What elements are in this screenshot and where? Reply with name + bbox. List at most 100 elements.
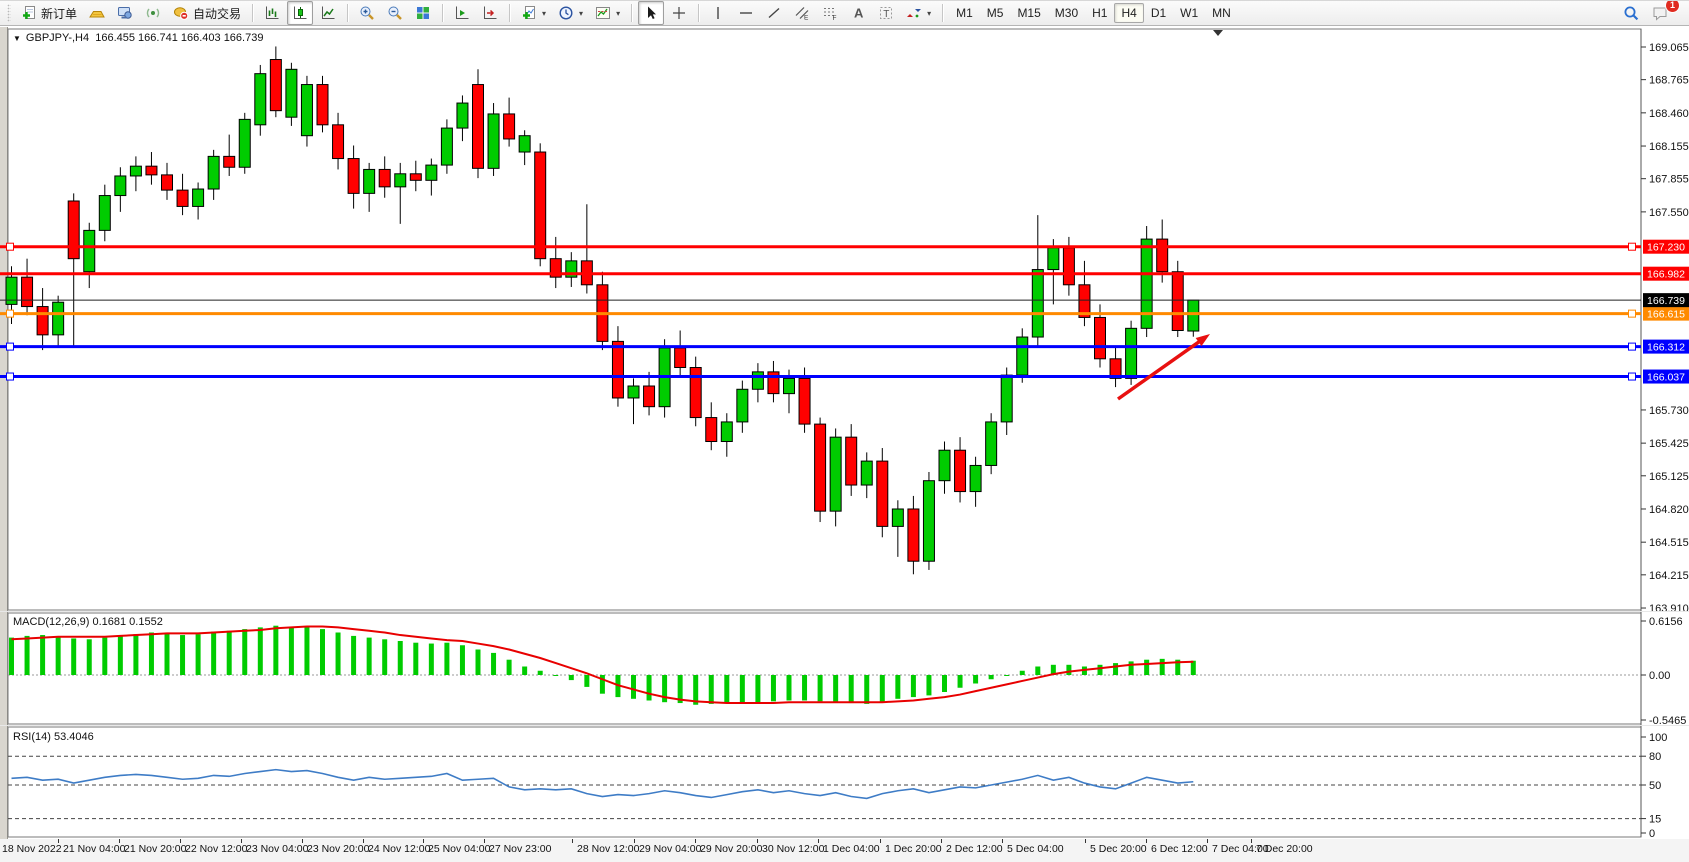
macd-histogram-bar xyxy=(117,635,123,675)
macd-histogram-bar xyxy=(1050,664,1056,675)
toolbar-separator xyxy=(347,4,349,22)
macd-histogram-bar xyxy=(864,675,870,704)
time-tick xyxy=(58,839,59,843)
price-tick-label: 168.765 xyxy=(1649,75,1689,87)
horizontal-line-166.615[interactable] xyxy=(0,309,1641,318)
text-tool-button[interactable]: A xyxy=(845,1,871,25)
search-button[interactable] xyxy=(1618,1,1645,25)
time-label: 24 Nov 12:00 xyxy=(368,843,431,855)
candlestick-chart-button[interactable] xyxy=(287,1,314,25)
gold-bar-icon xyxy=(89,11,105,18)
crosshair-tool-button[interactable] xyxy=(666,1,692,25)
fibonacci-tool-button[interactable]: F xyxy=(817,1,843,25)
templates-button[interactable]: ▾ xyxy=(590,1,625,25)
macd-histogram-bar xyxy=(988,675,994,680)
gold-button[interactable] xyxy=(84,1,110,25)
line-handle[interactable] xyxy=(6,242,14,251)
chart-shift-marker[interactable] xyxy=(1213,30,1223,36)
candle-up xyxy=(922,480,935,562)
timeframe-MN[interactable]: MN xyxy=(1212,6,1231,20)
horizontal-line-166.312[interactable] xyxy=(0,342,1641,351)
line-handle[interactable] xyxy=(6,372,14,381)
vertical-line-tool-button[interactable] xyxy=(705,1,731,25)
time-label: 25 Nov 04:00 xyxy=(428,843,491,855)
tile-windows-button[interactable] xyxy=(410,1,436,25)
macd-histogram-bar xyxy=(693,675,699,705)
timeframe-D1[interactable]: D1 xyxy=(1150,6,1167,20)
price-tag-167.230: 167.230 xyxy=(1643,239,1689,254)
macd-histogram-bar xyxy=(133,634,139,675)
candle-up xyxy=(192,188,205,207)
symbol-dropdown-icon[interactable]: ▼ xyxy=(13,34,21,43)
candle-up xyxy=(736,388,749,423)
candle-down xyxy=(611,340,624,399)
candle-up xyxy=(969,464,982,493)
rsi-indicator-label: RSI(14) 53.4046 xyxy=(13,731,94,743)
market-watch-button[interactable] xyxy=(112,1,138,25)
periods-button[interactable]: ▾ xyxy=(553,1,588,25)
macd-histogram-bar xyxy=(1128,661,1134,675)
candle-down xyxy=(36,306,49,336)
line-handle[interactable] xyxy=(6,309,14,318)
time-axis[interactable]: 18 Nov 2022 21 Nov 04:00 21 Nov 20:00 22 No… xyxy=(0,839,1689,862)
macd-histogram-bar xyxy=(833,675,839,703)
chart-plot-area[interactable]: 169.065 168.765 168.460 168.155 167.855 167.5… xyxy=(0,27,1689,839)
time-label: 5 Dec 04:00 xyxy=(1007,843,1064,855)
line-handle[interactable] xyxy=(1628,309,1636,318)
timeframe-M30[interactable]: M30 xyxy=(1054,6,1079,20)
timeframe-M15[interactable]: M15 xyxy=(1017,6,1041,20)
line-handle[interactable] xyxy=(1628,342,1636,351)
time-label: 1 Dec 04:00 xyxy=(823,843,880,855)
zoom-out-button[interactable] xyxy=(382,1,408,25)
macd-histogram-bar xyxy=(40,635,46,675)
macd-histogram-bar xyxy=(662,675,668,703)
trend-arrow[interactable] xyxy=(1116,334,1210,401)
candle-up xyxy=(1125,327,1138,379)
equidistant-channel-icon: E xyxy=(795,7,809,22)
candle-up xyxy=(829,436,842,512)
toolbar-separator xyxy=(442,4,444,22)
indicators-icon xyxy=(523,6,536,19)
horizontal-line-167.230[interactable] xyxy=(0,242,1641,251)
timeframe-H4[interactable]: H4 xyxy=(1114,3,1144,23)
price-axis[interactable]: 169.065 168.765 168.460 168.155 167.855 167.5… xyxy=(1641,42,1689,615)
candle-down xyxy=(316,84,329,126)
indicators-button[interactable]: ▾ xyxy=(516,1,551,25)
chart-title: ▼ GBPJPY-,H4 166.455 166.741 166.403 166.… xyxy=(13,32,263,44)
line-chart-button[interactable] xyxy=(315,1,341,25)
svg-text:E: E xyxy=(804,15,809,22)
channel-tool-button[interactable]: E xyxy=(789,1,815,25)
timeframe-M5[interactable]: M5 xyxy=(986,6,1004,20)
macd-histogram-bar xyxy=(708,675,714,704)
autotrading-button[interactable]: 自动交易 xyxy=(168,1,246,25)
candle-up xyxy=(938,449,951,482)
text-label-tool-button[interactable]: T xyxy=(873,1,899,25)
candle-up xyxy=(114,175,127,197)
arrows-tool-button[interactable]: ▾ xyxy=(901,1,936,25)
candle-up xyxy=(425,164,438,181)
zoom-in-button[interactable] xyxy=(354,1,380,25)
chart-shift-button[interactable] xyxy=(477,1,503,25)
new-order-button[interactable]: 新订单 xyxy=(16,1,82,25)
line-handle[interactable] xyxy=(1628,242,1636,251)
chat-button[interactable]: 1 xyxy=(1647,1,1680,25)
horizontal-line-166.037[interactable] xyxy=(0,372,1641,381)
line-handle[interactable] xyxy=(1628,372,1636,381)
main-panel-frame xyxy=(7,28,1642,611)
cursor-tool-button[interactable] xyxy=(638,1,665,25)
toolbar-separator xyxy=(942,4,944,22)
signals-button[interactable] xyxy=(140,1,166,25)
horizontal-line-tool-button[interactable] xyxy=(733,1,759,25)
macd-histogram-bar xyxy=(24,635,30,675)
trendline-icon xyxy=(768,7,780,19)
timeframe-M1[interactable]: M1 xyxy=(956,6,973,20)
timeframe-W1[interactable]: W1 xyxy=(1180,6,1199,20)
macd-histogram-bar xyxy=(1004,675,1010,676)
line-handle[interactable] xyxy=(6,342,14,351)
trendline-tool-button[interactable] xyxy=(761,1,787,25)
svg-text:167.230: 167.230 xyxy=(1647,242,1685,254)
auto-scroll-button[interactable] xyxy=(449,1,475,25)
bar-chart-button[interactable] xyxy=(259,1,285,25)
macd-histogram-bar xyxy=(537,670,543,675)
timeframe-H1[interactable]: H1 xyxy=(1092,6,1108,20)
